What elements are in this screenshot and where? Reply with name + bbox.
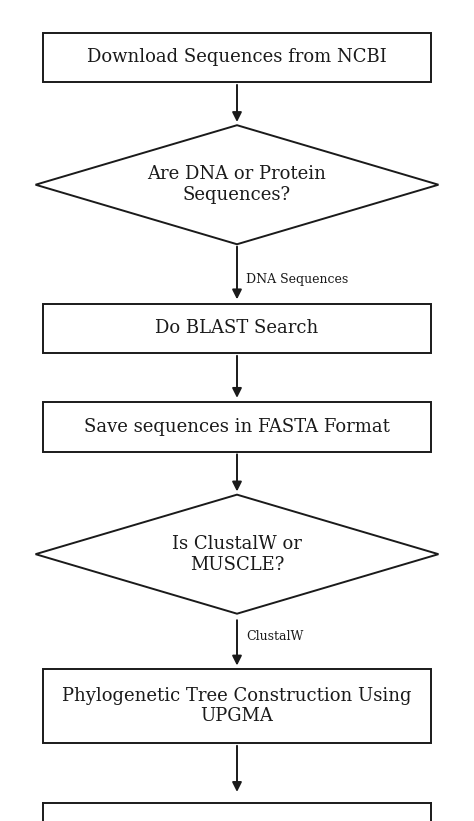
Bar [43, 33, 431, 82]
Text: DNA Sequences: DNA Sequences [246, 273, 349, 286]
Text: Do BLAST Search: Do BLAST Search [155, 319, 319, 337]
Polygon shape [36, 494, 438, 613]
Text: Phylogenetic Tree Construction Using
UPGMA: Phylogenetic Tree Construction Using UPG… [62, 686, 412, 726]
Bar [43, 669, 431, 743]
Text: Is ClustalW or
MUSCLE?: Is ClustalW or MUSCLE? [172, 534, 302, 574]
Polygon shape [36, 125, 438, 245]
Text: ClustalW: ClustalW [246, 630, 304, 643]
Text: Are DNA or Protein
Sequences?: Are DNA or Protein Sequences? [147, 165, 327, 204]
Bar [43, 304, 431, 353]
Text: Download Sequences from NCBI: Download Sequences from NCBI [87, 48, 387, 67]
Text: Save sequences in FASTA Format: Save sequences in FASTA Format [84, 418, 390, 436]
Bar [43, 402, 431, 452]
